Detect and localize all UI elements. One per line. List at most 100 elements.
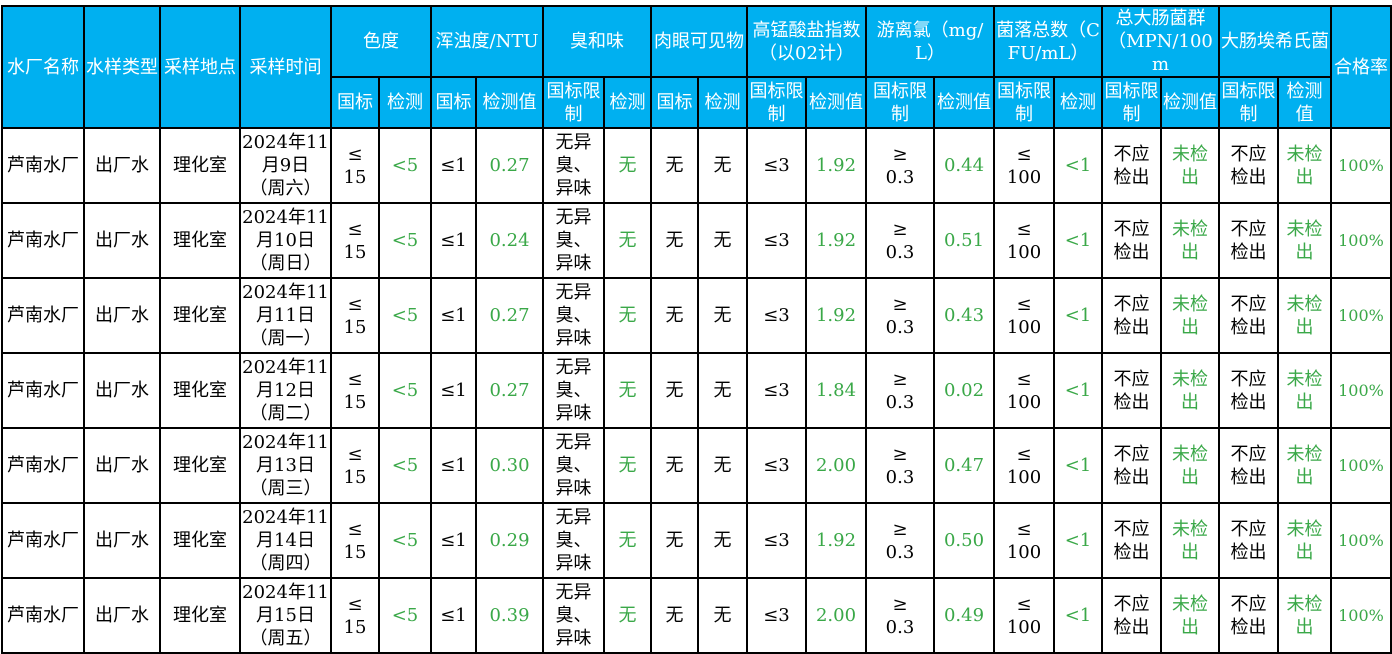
cell-standard-limit: ≥ 0.3 — [865, 352, 935, 429]
cell-standard-limit: 无 — [650, 127, 699, 204]
header-subcolumn: 检测 — [1053, 76, 1103, 129]
cell-standard-limit: 无 — [650, 577, 699, 654]
cell-standard-limit: 无异 臭、 异味 — [542, 427, 605, 504]
cell-standard-limit: ≤3 — [746, 127, 807, 204]
cell-standard-limit: 不应 检出 — [1218, 127, 1279, 204]
cell-standard-limit: 无 — [697, 202, 748, 279]
cell-standard-limit: 无 — [697, 127, 748, 204]
cell-measured-value: 0.43 — [933, 277, 995, 354]
cell-measured-value: <5 — [378, 352, 432, 429]
cell-measured-value: 0.02 — [933, 352, 995, 429]
header-subcolumn: 检测值 — [475, 76, 544, 129]
header-group: 臭和味 — [542, 5, 652, 78]
cell-measured-value: 未检 出 — [1160, 202, 1220, 279]
cell-standard-limit: ≤3 — [746, 502, 807, 579]
cell-sample-type: 出厂水 — [83, 352, 161, 429]
cell-standard-limit: ≤ 100 — [993, 202, 1055, 279]
cell-measured-value: 2.00 — [805, 577, 867, 654]
cell-measured-value: <5 — [378, 427, 432, 504]
cell-measured-value: 未检 出 — [1277, 352, 1332, 429]
cell-measured-value: <1 — [1053, 577, 1103, 654]
cell-sample-site: 理化室 — [159, 427, 241, 504]
cell-measured-value: 未检 出 — [1277, 577, 1332, 654]
header-subcolumn: 国标 — [650, 76, 699, 129]
cell-measured-value: 无 — [603, 577, 652, 654]
cell-standard-limit: ≤3 — [746, 202, 807, 279]
cell-standard-limit: 不应 检出 — [1101, 577, 1162, 654]
cell-measured-value: 0.51 — [933, 202, 995, 279]
cell-standard-limit: ≤ 15 — [330, 427, 380, 504]
cell-measured-value: 未检 出 — [1277, 202, 1332, 279]
cell-measured-value: 0.27 — [475, 352, 544, 429]
cell-measured-value: 1.92 — [805, 202, 867, 279]
cell-standard-limit: 不应 检出 — [1101, 202, 1162, 279]
header-pass-rate: 合格率 — [1330, 5, 1392, 129]
cell-sample-time: 2024年11 月11日 （周一） — [239, 277, 332, 354]
cell-standard-limit: ≤ 100 — [993, 577, 1055, 654]
cell-standard-limit: ≥ 0.3 — [865, 127, 935, 204]
cell-standard-limit: ≥ 0.3 — [865, 577, 935, 654]
table-row: 芦南水厂 出厂水 理化室 2024年11 月11日 （周一） ≤ 15 <5 ≤1 0.27 无… — [1, 277, 1392, 354]
cell-standard-limit: 无异 臭、 异味 — [542, 577, 605, 654]
cell-measured-value: 无 — [603, 427, 652, 504]
cell-standard-limit: 不应 检出 — [1218, 277, 1279, 354]
table-row: 芦南水厂 出厂水 理化室 2024年11 月10日 （周日） ≤ 15 <5 ≤1 0.24 无… — [1, 202, 1392, 279]
cell-standard-limit: ≤1 — [430, 202, 477, 279]
cell-measured-value: 0.50 — [933, 502, 995, 579]
cell-standard-limit: 不应 检出 — [1218, 202, 1279, 279]
header-subcolumn: 国标限制 — [746, 76, 807, 129]
header-subcolumn: 检测 — [697, 76, 748, 129]
header-sample-site: 采样地点 — [159, 5, 241, 129]
cell-sample-time: 2024年11 月14日 （周四） — [239, 502, 332, 579]
cell-standard-limit: 无异 臭、 异味 — [542, 352, 605, 429]
cell-measured-value: 1.92 — [805, 127, 867, 204]
header-group: 色度 — [330, 5, 432, 78]
header-plant-name: 水厂名称 — [1, 5, 85, 129]
cell-standard-limit: 不应 检出 — [1101, 352, 1162, 429]
cell-measured-value: 0.24 — [475, 202, 544, 279]
cell-standard-limit: 无 — [650, 502, 699, 579]
table-row: 芦南水厂 出厂水 理化室 2024年11 月12日 （周二） ≤ 15 <5 ≤1 0.27 无… — [1, 352, 1392, 429]
cell-standard-limit: ≤ 15 — [330, 352, 380, 429]
cell-measured-value: 未检 出 — [1277, 502, 1332, 579]
cell-measured-value: 未检 出 — [1160, 577, 1220, 654]
cell-plant-name: 芦南水厂 — [1, 352, 85, 429]
cell-measured-value: 无 — [603, 202, 652, 279]
cell-pass-rate: 100% — [1330, 277, 1392, 354]
cell-standard-limit: ≤1 — [430, 427, 477, 504]
header-group: 肉眼可见物 — [650, 5, 748, 78]
header-group: 高锰酸盐指数（以02计） — [746, 5, 867, 78]
cell-standard-limit: 不应 检出 — [1101, 427, 1162, 504]
cell-measured-value: <1 — [1053, 502, 1103, 579]
cell-plant-name: 芦南水厂 — [1, 277, 85, 354]
cell-pass-rate: 100% — [1330, 352, 1392, 429]
cell-standard-limit: 无异 臭、 异味 — [542, 127, 605, 204]
cell-measured-value: 0.49 — [933, 577, 995, 654]
header-subcolumn: 国标限制 — [993, 76, 1055, 129]
cell-standard-limit: ≤ 100 — [993, 127, 1055, 204]
cell-measured-value: <1 — [1053, 352, 1103, 429]
cell-standard-limit: ≥ 0.3 — [865, 277, 935, 354]
cell-measured-value: 无 — [603, 352, 652, 429]
header-group: 大肠埃希氏菌 — [1218, 5, 1332, 78]
header-subcolumn: 国标限制 — [542, 76, 605, 129]
cell-standard-limit: 无 — [650, 277, 699, 354]
cell-sample-site: 理化室 — [159, 277, 241, 354]
cell-standard-limit: ≤ 15 — [330, 577, 380, 654]
header-subcolumn: 检测 — [603, 76, 652, 129]
cell-plant-name: 芦南水厂 — [1, 202, 85, 279]
cell-standard-limit: ≤3 — [746, 352, 807, 429]
cell-sample-site: 理化室 — [159, 202, 241, 279]
header-sample-time: 采样时间 — [239, 5, 332, 129]
cell-measured-value: 无 — [603, 502, 652, 579]
cell-measured-value: 1.92 — [805, 502, 867, 579]
cell-sample-site: 理化室 — [159, 352, 241, 429]
cell-standard-limit: 无 — [697, 352, 748, 429]
cell-measured-value: <1 — [1053, 277, 1103, 354]
cell-sample-site: 理化室 — [159, 127, 241, 204]
cell-measured-value: <1 — [1053, 202, 1103, 279]
cell-standard-limit: ≤1 — [430, 277, 477, 354]
cell-standard-limit: ≤ 15 — [330, 127, 380, 204]
cell-standard-limit: 无异 臭、 异味 — [542, 277, 605, 354]
header-subcolumn: 国标限制 — [1218, 76, 1279, 129]
